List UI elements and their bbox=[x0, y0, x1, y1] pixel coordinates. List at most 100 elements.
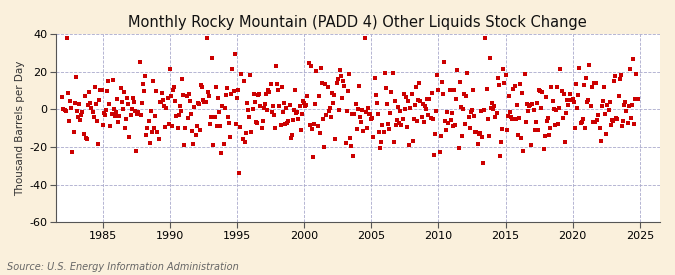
Point bbox=[135, 113, 146, 117]
Point bbox=[288, 118, 298, 123]
Point bbox=[217, 103, 227, 108]
Point bbox=[533, 127, 543, 132]
Point bbox=[143, 119, 154, 123]
Point bbox=[534, 88, 545, 92]
Point bbox=[76, 113, 87, 117]
Point bbox=[77, 109, 88, 114]
Point bbox=[392, 117, 402, 122]
Point bbox=[606, 118, 617, 123]
Point bbox=[315, 66, 326, 70]
Point bbox=[386, 90, 397, 94]
Point bbox=[138, 88, 149, 93]
Point bbox=[161, 106, 172, 110]
Point bbox=[362, 106, 373, 110]
Point bbox=[456, 105, 466, 109]
Point bbox=[505, 110, 516, 115]
Point bbox=[592, 118, 603, 122]
Point bbox=[594, 126, 605, 131]
Point bbox=[153, 137, 164, 141]
Point bbox=[155, 100, 165, 104]
Point bbox=[298, 99, 308, 103]
Point bbox=[603, 108, 614, 112]
Point bbox=[330, 137, 341, 141]
Point bbox=[526, 143, 537, 147]
Point bbox=[528, 108, 539, 112]
Point bbox=[327, 91, 338, 95]
Point bbox=[142, 126, 153, 130]
Point bbox=[452, 68, 463, 73]
Point bbox=[73, 115, 84, 119]
Point bbox=[349, 112, 360, 117]
Point bbox=[381, 86, 392, 90]
Point bbox=[385, 111, 396, 116]
Point bbox=[537, 90, 548, 95]
Point bbox=[105, 124, 116, 128]
Point bbox=[158, 98, 169, 103]
Point bbox=[360, 110, 371, 114]
Point bbox=[587, 120, 598, 124]
Point bbox=[605, 122, 616, 127]
Point bbox=[115, 86, 126, 90]
Point bbox=[619, 103, 630, 108]
Point bbox=[206, 115, 217, 119]
Point bbox=[293, 116, 304, 121]
Point bbox=[493, 83, 504, 87]
Point bbox=[348, 154, 358, 158]
Point bbox=[60, 109, 71, 113]
Point bbox=[121, 117, 132, 122]
Point bbox=[400, 95, 411, 99]
Point bbox=[208, 142, 219, 147]
Point bbox=[514, 116, 524, 120]
Point bbox=[442, 109, 453, 114]
Point bbox=[410, 103, 421, 107]
Point bbox=[504, 94, 514, 98]
Point bbox=[92, 142, 103, 146]
Point bbox=[415, 99, 426, 103]
Point bbox=[425, 116, 436, 120]
Point bbox=[306, 127, 317, 131]
Point bbox=[507, 116, 518, 121]
Point bbox=[238, 79, 249, 83]
Point bbox=[580, 75, 591, 80]
Point bbox=[219, 106, 230, 111]
Point bbox=[104, 101, 115, 106]
Point bbox=[267, 104, 278, 109]
Point bbox=[58, 107, 69, 111]
Point bbox=[80, 94, 90, 98]
Point bbox=[244, 115, 254, 120]
Point bbox=[213, 110, 224, 114]
Point bbox=[416, 115, 427, 119]
Point bbox=[119, 90, 130, 95]
Point bbox=[404, 143, 414, 147]
Point bbox=[388, 140, 399, 144]
Point bbox=[302, 94, 313, 98]
Point bbox=[234, 170, 244, 175]
Point bbox=[553, 122, 564, 126]
Point bbox=[308, 121, 319, 126]
Point bbox=[387, 71, 398, 75]
Point bbox=[439, 60, 450, 64]
Point bbox=[240, 140, 250, 145]
Point bbox=[597, 104, 608, 108]
Point bbox=[565, 92, 576, 96]
Point bbox=[168, 87, 179, 92]
Point bbox=[235, 125, 246, 130]
Point bbox=[632, 97, 643, 101]
Point bbox=[160, 125, 171, 130]
Point bbox=[257, 119, 268, 123]
Point bbox=[556, 89, 567, 93]
Point bbox=[488, 107, 499, 111]
Point bbox=[358, 128, 369, 133]
Point bbox=[192, 101, 203, 105]
Point bbox=[80, 136, 91, 140]
Point bbox=[92, 118, 103, 123]
Point bbox=[292, 109, 303, 114]
Point bbox=[448, 124, 458, 129]
Point bbox=[277, 110, 288, 114]
Point bbox=[371, 101, 382, 105]
Point bbox=[580, 126, 591, 130]
Point bbox=[113, 120, 124, 125]
Point bbox=[207, 55, 218, 60]
Y-axis label: Thousand Barrels per Day: Thousand Barrels per Day bbox=[15, 60, 25, 196]
Point bbox=[317, 81, 327, 85]
